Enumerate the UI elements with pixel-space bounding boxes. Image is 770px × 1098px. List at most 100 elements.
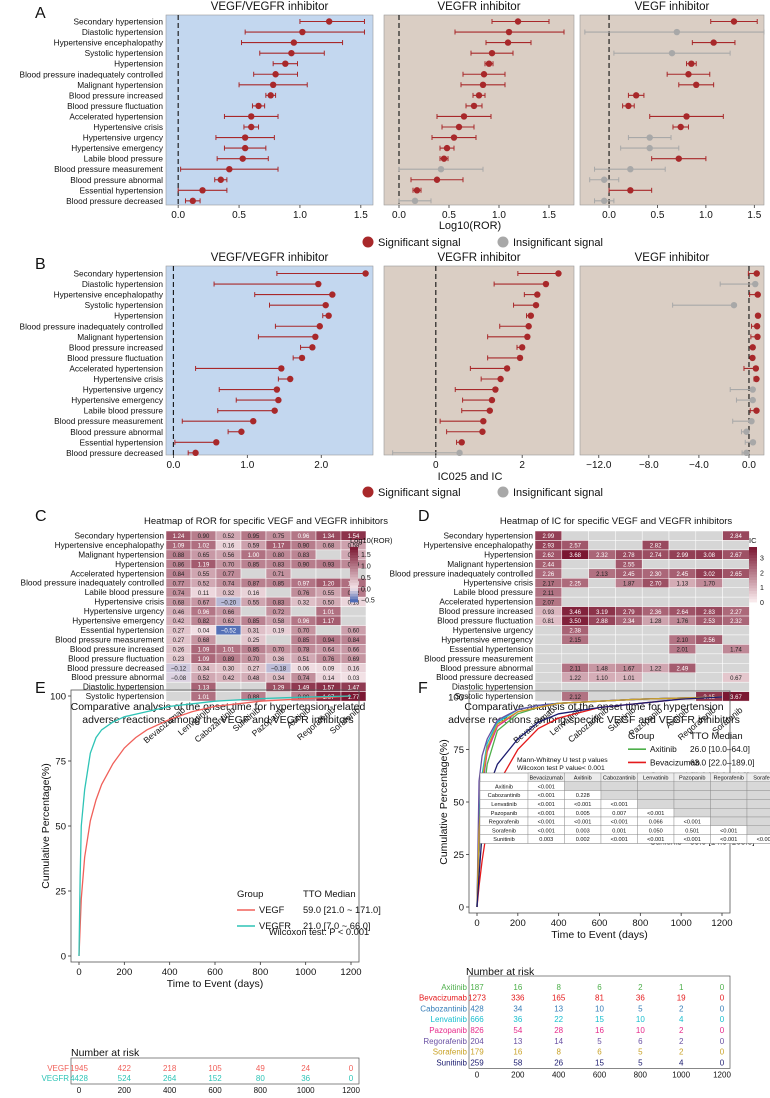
heatmap-cell-value: 0.55 [323, 591, 335, 597]
risk-cell: 2 [679, 1004, 684, 1013]
heatmap-cell-value: 0.04 [198, 629, 210, 635]
point-estimate [411, 197, 419, 205]
risk-cell: 165 [552, 994, 566, 1003]
pvalue-cell [673, 808, 711, 818]
row-label: Labile blood pressure [84, 154, 164, 164]
heatmap-cell-value: 1.01 [198, 695, 210, 701]
heatmap-cell-value: 2.32 [730, 619, 742, 625]
legend-gradient-step [749, 599, 757, 603]
point-estimate [226, 166, 233, 173]
pvalue-cell [746, 781, 770, 791]
heatmap-row-label: Malignant hypertension [78, 549, 164, 559]
point-estimate [646, 134, 653, 141]
risk-axis-label: 400 [552, 1070, 566, 1079]
pvalue-cell [564, 781, 602, 791]
heatmap-cell-value: 3.46 [569, 610, 581, 616]
risk-cell: 5 [638, 1004, 643, 1013]
heatmap-row-label: Essential hypertension [81, 625, 165, 635]
heatmap-cell-value: 2.07 [543, 600, 555, 606]
pvalue-cell [710, 799, 748, 809]
x-tick-label: 0.5 [442, 210, 456, 221]
heatmap-cell-value: 3.68 [569, 553, 581, 559]
heatmap-cell-value: 2.56 [703, 638, 715, 644]
heatmap-cell-value: 1.28 [650, 619, 662, 625]
point-estimate [753, 270, 760, 277]
point-estimate [525, 323, 532, 330]
pvalue-cell-value: 0.005 [576, 811, 590, 817]
heatmap-cell [561, 644, 589, 655]
point-estimate [534, 291, 541, 298]
heatmap-cell [615, 540, 643, 551]
point-estimate [316, 323, 323, 330]
heatmap-row-label: Blood pressure abnormal [440, 663, 533, 673]
legend-gradient-step [350, 555, 358, 559]
heatmap-cell-value: 0.66 [348, 648, 360, 654]
x-tick-label: −4.0 [689, 460, 709, 471]
chart-title: adverse reactions among specific VEGF an… [448, 714, 740, 726]
chart-title: Comparative analysis of the onset time f… [464, 701, 723, 713]
y-axis-label: Cumulative Percentage(%) [438, 739, 450, 864]
legend-median-label: TTO Median [303, 889, 356, 900]
heatmap-row-label: Malignant hypertension [447, 559, 533, 569]
pvalue-column-label: Regorafenib [714, 776, 744, 782]
heatmap-cell-value: 3.19 [596, 610, 608, 616]
heatmap-cell-value: 0.70 [248, 657, 260, 663]
point-estimate [627, 166, 634, 173]
heatmap-cell-value: 0.58 [348, 544, 360, 550]
pvalue-cell-value: <0.001 [720, 828, 737, 834]
heatmap-cell-value: 0.76 [323, 657, 335, 663]
pvalue-cell-value: <0.001 [611, 820, 628, 826]
heatmap-cell-value: 2.26 [543, 572, 555, 578]
pvalue-cell [746, 799, 770, 809]
heatmap-cell-value: 0.77 [173, 581, 185, 587]
risk-row-label: Sorafenib [433, 1048, 468, 1057]
legend-gradient-step [749, 566, 757, 570]
row-label: Malignant hypertension [77, 332, 163, 342]
panel-label-F: F [418, 680, 428, 697]
pvalue-cell-value: <0.001 [611, 837, 628, 843]
point-estimate [325, 18, 333, 25]
risk-cell: 0 [720, 1058, 725, 1067]
pvalue-cell [746, 808, 770, 818]
point-estimate [480, 71, 488, 78]
pvalue-cell-value: 0.501 [685, 828, 699, 834]
heatmap-cell [668, 587, 697, 598]
risk-cell: 4 [679, 1058, 684, 1067]
legend-gradient-step [350, 547, 358, 551]
point-estimate [749, 386, 756, 393]
heatmap-cell [534, 681, 563, 692]
heatmap-cell [615, 634, 643, 645]
legend-gradient-step [350, 577, 358, 581]
pvalue-cell-value: 0.228 [576, 793, 590, 799]
heatmap-cell [668, 625, 697, 636]
heatmap-row-label: Hypertensive emergency [72, 616, 165, 626]
heatmap-cell [722, 540, 750, 551]
row-label: Hypertensive crisis [93, 122, 163, 132]
x-tick-label: 800 [252, 967, 268, 978]
risk-cell: 0 [720, 1015, 725, 1024]
x-tick-label: 600 [592, 918, 608, 929]
risk-cell: 5 [638, 1058, 643, 1067]
legend-series-name: VEGFR [259, 921, 291, 931]
pvalue-row-label: Regorafenib [489, 820, 519, 826]
heatmap-cell-value: 2.74 [650, 553, 662, 559]
chart-title: Comparative analysis of the onset time f… [71, 701, 366, 713]
y-tick-label: 0 [459, 903, 464, 914]
point-estimate [238, 428, 245, 435]
heatmap-cell [588, 625, 616, 636]
legend-group-label: Group [237, 889, 263, 900]
point-estimate [189, 197, 196, 205]
forest-panel-bg [165, 14, 374, 206]
risk-cell: 259 [470, 1058, 484, 1067]
heatmap-cell-value: −0.52 [221, 629, 237, 635]
legend-gradient-step [749, 563, 757, 567]
risk-cell: 152 [208, 1074, 222, 1083]
heatmap-cell-value: 2.34 [623, 619, 635, 625]
legend-gradient-step [350, 558, 358, 562]
row-label: Hypertensive urgency [83, 133, 164, 143]
heatmap-cell-value: 0.87 [248, 581, 260, 587]
row-label: Accelerated hypertension [69, 363, 163, 373]
legend-tick-label: 2 [760, 570, 764, 577]
legend-insignificant-swatch [497, 236, 509, 248]
heatmap-cell-value: 2.83 [703, 610, 715, 616]
